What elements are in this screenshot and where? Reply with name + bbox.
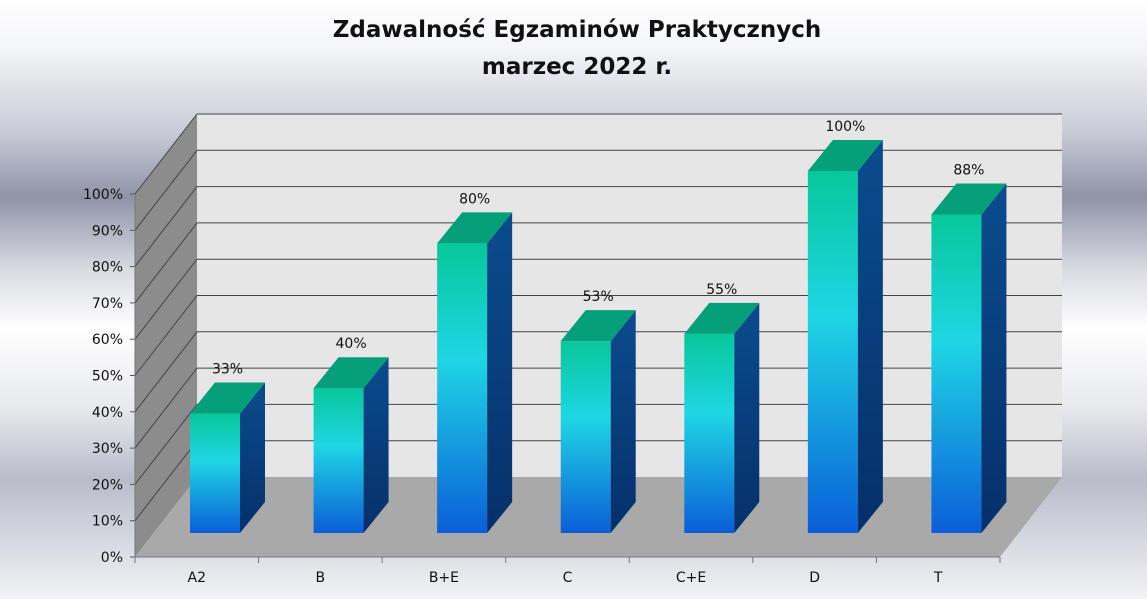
gridline-side [134, 149, 198, 231]
y-tick-label: 70% [92, 296, 123, 312]
bar-D [807, 140, 883, 533]
y-tick-label: 60% [92, 332, 123, 348]
y-tick-label: 40% [92, 405, 123, 421]
chart-title: Zdawalność Egzaminów Praktycznych marzec… [0, 12, 1147, 86]
y-tick-label: 50% [92, 369, 123, 385]
data-label: 33% [212, 362, 243, 378]
bars [190, 140, 1007, 533]
gridline-side [134, 404, 198, 485]
bar-front [560, 341, 611, 533]
bar-top [807, 140, 883, 171]
bar-top [437, 212, 513, 244]
gridline-side [134, 186, 198, 267]
gridline-side [134, 295, 198, 376]
chart-title-line1: Zdawalność Egzaminów Praktycznych [332, 17, 822, 43]
bar-top [684, 302, 760, 334]
bar-side [363, 357, 389, 533]
gridline-side [134, 222, 198, 304]
x-tick-label: C+E [676, 570, 706, 586]
y-axis-ticks: 0% 10% 20% 30% 40% 50% 60% 70% 80% 90% 100% [83, 187, 1000, 566]
gridline-side [134, 367, 198, 449]
bar-top [313, 357, 389, 389]
y-tick-label: 80% [92, 260, 123, 276]
gridline-side [134, 113, 198, 195]
data-label: 55% [706, 282, 737, 298]
bar-side [487, 212, 513, 533]
bar-front [437, 243, 488, 533]
bar-side [857, 140, 883, 533]
y-tick-label: 90% [92, 223, 123, 239]
y-tick-label: 20% [92, 477, 123, 493]
gridline-side [134, 258, 198, 340]
x-tick-label: B+E [429, 570, 459, 586]
bar-top [560, 310, 636, 342]
chart-title-line2: marzec 2022 r. [481, 54, 673, 80]
bar-C+E [684, 302, 760, 533]
gridline-side [134, 331, 198, 413]
x-tick-label: D [809, 570, 820, 586]
x-tick-label: T [933, 570, 943, 586]
bar-front [190, 413, 240, 533]
x-tick-label: B [316, 570, 326, 586]
bar-B+E [437, 212, 513, 533]
x-tick-label: A2 [188, 570, 206, 586]
y-tick-label: 0% [101, 550, 123, 566]
x-tick-label: C [563, 570, 573, 586]
bar-front [684, 333, 735, 533]
bar-C [560, 310, 636, 533]
bar-T [931, 183, 1007, 533]
bar-B [313, 357, 389, 533]
data-labels: 33% 40% 80% 53% 55% 100% 88% [212, 119, 985, 378]
bar-front [807, 171, 858, 533]
data-label: 53% [583, 289, 614, 305]
data-label: 88% [953, 162, 984, 178]
y-tick-label: 30% [92, 441, 123, 457]
bar-side [610, 310, 636, 533]
bar-A2 [190, 382, 265, 533]
y-tick-label: 100% [83, 187, 123, 203]
gridline-side [134, 440, 198, 522]
y-tick-label: 10% [92, 514, 123, 530]
bar-top [190, 382, 265, 414]
data-label: 40% [336, 336, 367, 352]
bar-top [931, 183, 1007, 215]
x-axis-ticks: A2 B B+E C C+E D T [134, 557, 1001, 586]
bar-front [931, 214, 982, 533]
bar-side [981, 183, 1007, 533]
data-label: 100% [825, 119, 865, 135]
data-label: 80% [459, 191, 490, 207]
bar-side [240, 382, 265, 533]
bar-front [313, 388, 364, 533]
bar-side [734, 302, 760, 533]
